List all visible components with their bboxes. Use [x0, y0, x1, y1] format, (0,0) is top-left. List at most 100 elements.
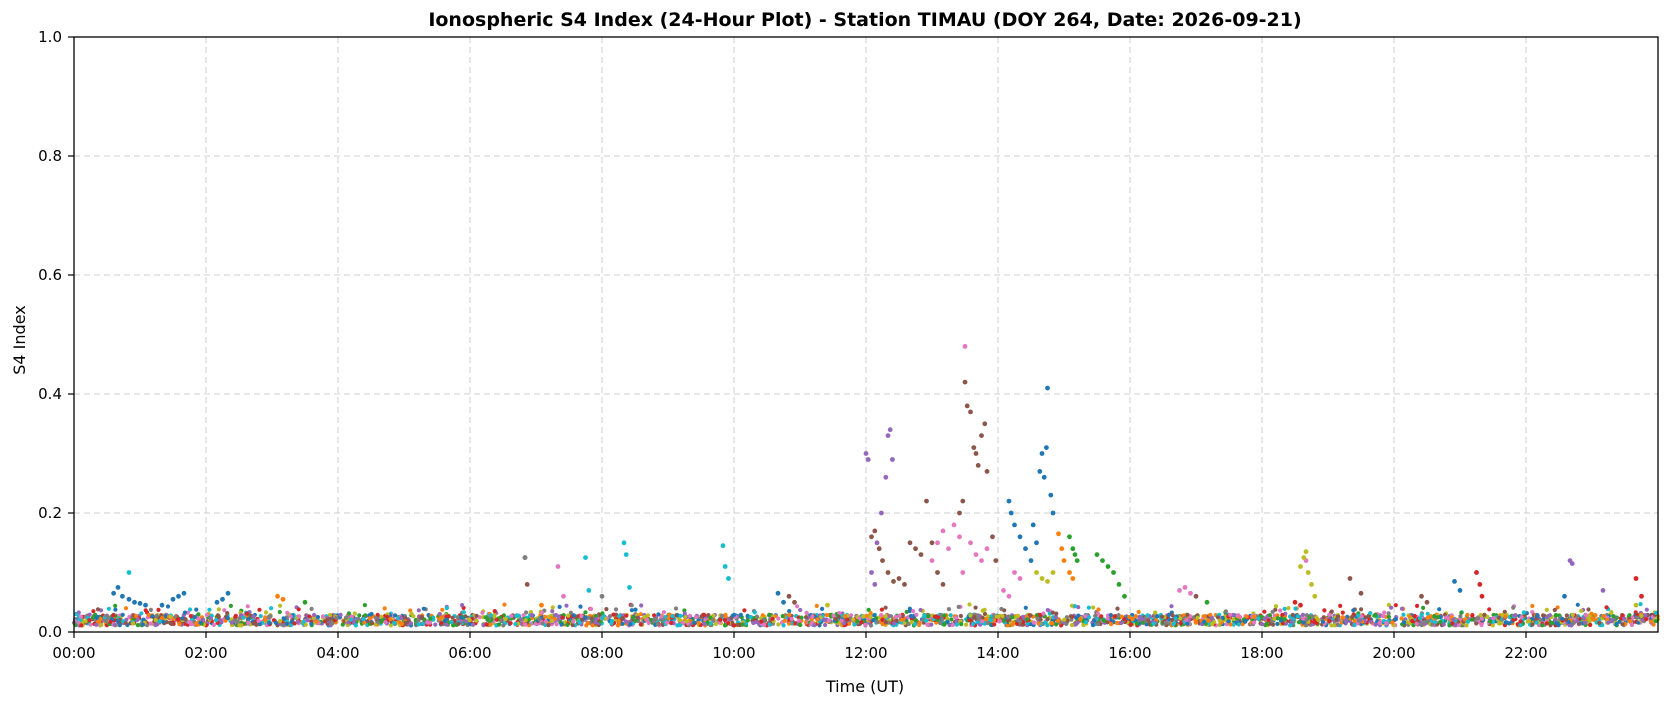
baseline-point [1244, 614, 1249, 619]
baseline-point [1569, 623, 1574, 628]
baseline-point [1587, 618, 1592, 623]
series-7-point [522, 555, 528, 560]
baseline-point [346, 611, 351, 616]
baseline-point [177, 622, 182, 627]
baseline-point [1267, 613, 1272, 618]
baseline-point [456, 621, 461, 627]
series-8-point [1039, 576, 1045, 581]
baseline-point [523, 622, 528, 627]
baseline-point [1544, 615, 1549, 620]
baseline-point [1010, 615, 1015, 620]
baseline-point [810, 614, 815, 619]
y-axis-label: S4 Index [10, 305, 29, 374]
series-9-point [722, 564, 728, 569]
baseline-point [1078, 616, 1083, 622]
baseline-point [1321, 615, 1326, 620]
baseline-point [186, 619, 192, 625]
series-6-point [960, 570, 966, 575]
series-5-point [869, 534, 874, 540]
series-0-point [137, 601, 143, 606]
baseline-point [524, 610, 529, 615]
baseline-point [1421, 605, 1426, 611]
baseline-point [855, 619, 860, 624]
baseline-point [1621, 616, 1626, 621]
baseline-point [113, 607, 118, 612]
series-9-point [726, 576, 731, 581]
baseline-point [859, 620, 864, 625]
baseline-point [169, 621, 174, 627]
baseline-point [1372, 613, 1377, 618]
baseline-point [474, 613, 479, 618]
baseline-point [1140, 620, 1145, 625]
baseline-point [1363, 615, 1369, 620]
baseline-point [942, 613, 947, 618]
baseline-point [148, 621, 153, 626]
baseline-point [363, 613, 368, 618]
baseline-point [1496, 621, 1501, 626]
baseline-point [556, 614, 561, 619]
baseline-point [624, 619, 629, 624]
baseline-point [408, 621, 414, 626]
series-2-point [1116, 582, 1122, 587]
series-5-point [990, 534, 995, 540]
baseline-point [156, 607, 161, 613]
baseline-point [494, 617, 499, 622]
series-5-point [876, 546, 882, 552]
baseline-point [1099, 614, 1104, 619]
baseline-point [222, 608, 227, 613]
baseline-point [872, 613, 877, 618]
series-5-point [982, 421, 988, 427]
baseline-point [216, 607, 221, 612]
series-0-point [143, 602, 148, 608]
series-4-point [883, 474, 889, 480]
baseline-point [204, 612, 210, 618]
series-6-point [1001, 588, 1006, 593]
baseline-point [185, 610, 190, 615]
baseline-point [1552, 607, 1557, 613]
series-6-point [973, 552, 979, 557]
baseline-point [550, 609, 555, 614]
baseline-point [564, 603, 569, 608]
baseline-point [1377, 620, 1382, 626]
baseline-point [879, 607, 885, 612]
baseline-point [1178, 616, 1183, 621]
baseline-point [303, 622, 308, 627]
baseline-point [723, 614, 728, 619]
series-6-point [951, 522, 957, 528]
x-axis-ticks: 00:00 02:00 04:00 06:00 08:00 10:00 12:00 14:00… [52, 632, 1548, 662]
series-8-point [1305, 570, 1311, 575]
series-0-point [1006, 498, 1012, 504]
series-6-point [984, 546, 990, 552]
baseline-point [964, 622, 969, 627]
baseline-point [1096, 607, 1101, 612]
series-4-point [1600, 588, 1606, 593]
baseline-point [1638, 602, 1643, 607]
baseline-point [499, 618, 504, 623]
baseline-point [529, 613, 534, 618]
baseline-point [124, 617, 129, 622]
series-0-point [1034, 540, 1039, 546]
baseline-point [1195, 615, 1200, 620]
series-2-point [1067, 534, 1072, 540]
series-5-point [957, 510, 962, 516]
baseline-point [218, 618, 223, 623]
baseline-point [442, 618, 447, 624]
baseline-point [787, 609, 792, 614]
baseline-point [356, 616, 361, 621]
baseline-point [257, 622, 262, 627]
series-4-point [863, 451, 869, 456]
baseline-point [767, 612, 772, 618]
baseline-point [1356, 613, 1361, 618]
baseline-point [554, 622, 559, 627]
baseline-point [1575, 614, 1580, 620]
baseline-point [258, 614, 263, 619]
baseline-point [1560, 616, 1565, 621]
baseline-point [508, 621, 513, 626]
baseline-point [163, 614, 168, 619]
baseline-point [421, 621, 426, 626]
baseline-point [1010, 622, 1015, 627]
baseline-point [1145, 613, 1150, 618]
baseline-point [1606, 620, 1611, 625]
baseline-point [681, 620, 686, 625]
baseline-point [571, 613, 577, 618]
